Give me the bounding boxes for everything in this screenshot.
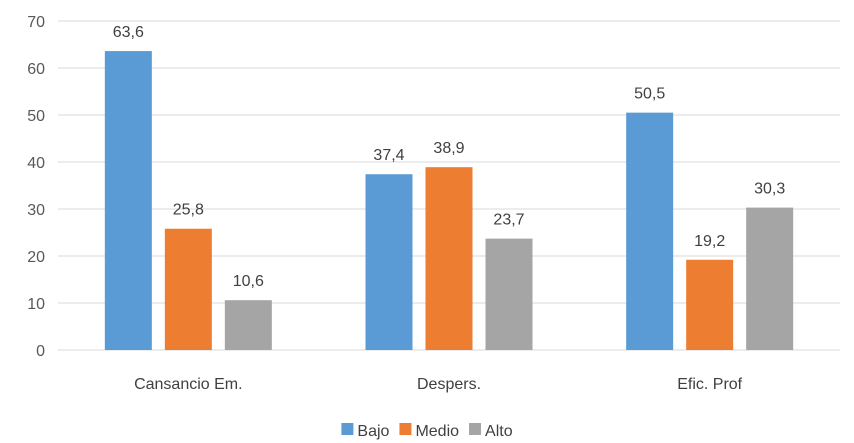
legend-swatch-bajo — [341, 423, 354, 435]
bar-bajo-1 — [365, 174, 413, 350]
data-label: 19,2 — [694, 233, 725, 250]
bar-medio-0 — [164, 228, 212, 350]
data-label: 25,8 — [173, 202, 204, 219]
x-category-label: Efic. Prof — [677, 376, 742, 393]
legend-label-bajo: Bajo — [357, 423, 389, 440]
x-category-label: Despers. — [417, 376, 481, 393]
x-category-label: Cansancio Em. — [134, 376, 243, 393]
data-label: 37,4 — [373, 147, 404, 164]
bar-alto-2 — [746, 207, 794, 350]
bar-medio-1 — [425, 167, 473, 350]
y-tick-label: 30 — [27, 202, 45, 219]
y-tick-label: 70 — [27, 14, 45, 31]
legend-label-medio: Medio — [415, 423, 459, 440]
y-axis-ticks: 0 10 20 30 40 50 60 70 — [27, 14, 45, 360]
y-tick-label: 10 — [27, 296, 45, 313]
data-label: 10,6 — [233, 273, 264, 290]
bar-alto-1 — [485, 238, 533, 350]
data-label: 30,3 — [754, 181, 785, 198]
legend-swatch-medio — [399, 423, 412, 435]
data-label: 63,6 — [113, 24, 144, 41]
legend-label-alto: Alto — [485, 423, 513, 440]
bar-alto-0 — [224, 300, 272, 350]
y-tick-label: 50 — [27, 108, 45, 125]
data-labels: 63,6 25,8 10,6 37,4 38,9 23,7 50,5 19,2 30,3 — [113, 24, 786, 290]
bar-bajo-0 — [104, 51, 152, 351]
x-axis-categories: Cansancio Em. Despers. Efic. Prof — [134, 376, 743, 393]
data-label: 50,5 — [634, 86, 665, 103]
data-label: 23,7 — [493, 212, 524, 229]
legend: Bajo Medio Alto — [341, 423, 513, 440]
legend-swatch-alto — [469, 423, 482, 435]
data-label: 38,9 — [433, 140, 464, 157]
y-tick-label: 60 — [27, 61, 45, 78]
y-tick-label: 20 — [27, 249, 45, 266]
y-tick-label: 0 — [36, 343, 45, 360]
y-tick-label: 40 — [27, 155, 45, 172]
bar-bajo-2 — [626, 112, 674, 351]
bar-medio-2 — [686, 259, 734, 350]
bars — [104, 51, 794, 351]
